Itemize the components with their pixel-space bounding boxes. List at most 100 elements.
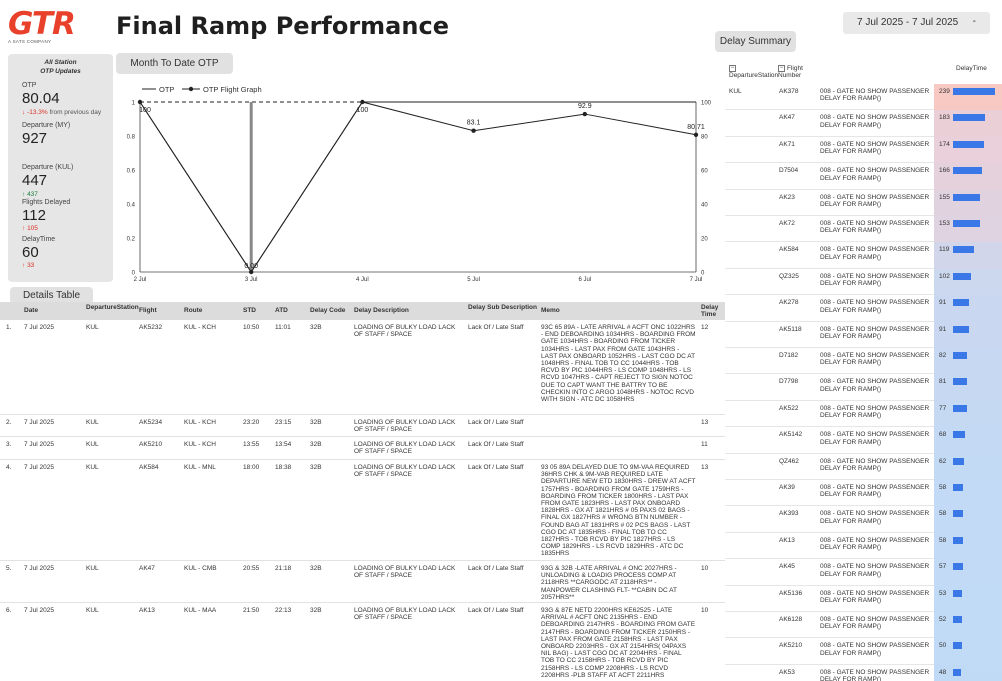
date-header[interactable]: Date bbox=[24, 307, 39, 314]
date-cell: 7 Jul 2025 bbox=[24, 565, 54, 572]
summary-delay-cell: 174 bbox=[934, 136, 1002, 164]
summary-delay-cell: 58 bbox=[934, 506, 1002, 533]
summary-row[interactable]: D7504 008 - GATE NO SHOW PASSENGER DELAY … bbox=[725, 163, 1002, 190]
delay-time-header[interactable]: Delay Time bbox=[701, 304, 719, 318]
summary-reason-cell: 008 - GATE NO SHOW PASSENGER DELAY FOR R… bbox=[820, 325, 930, 340]
std-header[interactable]: STD bbox=[243, 307, 256, 314]
summary-row[interactable]: AK5210 008 - GATE NO SHOW PASSENGER DELAY… bbox=[725, 638, 1002, 665]
delay-time-value: 60 bbox=[22, 244, 39, 261]
delay-description-cell: LOADING OF BULKY LOAD LACK OF STAFF / SP… bbox=[354, 607, 456, 622]
summary-row[interactable]: AK522 008 - GATE NO SHOW PASSENGER DELAY … bbox=[725, 400, 1002, 428]
summary-row[interactable]: AK47 008 - GATE NO SHOW PASSENGER DELAY F… bbox=[725, 110, 1002, 137]
summary-flight-cell: AK378 bbox=[779, 88, 799, 95]
summary-row[interactable]: AK53 008 - GATE NO SHOW PASSENGER DELAY F… bbox=[725, 664, 1002, 681]
departure-station-header[interactable]: DepartureStation bbox=[86, 304, 139, 311]
station-cell: KUL bbox=[86, 464, 99, 471]
summary-delay-bar bbox=[953, 246, 974, 254]
summary-row[interactable]: AK393 008 - GATE NO SHOW PASSENGER DELAY … bbox=[725, 506, 1002, 533]
departure-kul-delta-value: 437 bbox=[27, 191, 38, 198]
delay-code-header[interactable]: Delay Code bbox=[310, 307, 346, 314]
summary-row[interactable]: D7798 008 - GATE NO SHOW PASSENGER DELAY … bbox=[725, 374, 1002, 401]
month-to-date-otp-button[interactable]: Month To Date OTP bbox=[116, 53, 233, 74]
summary-row[interactable]: AK39 008 - GATE NO SHOW PASSENGER DELAY F… bbox=[725, 480, 1002, 507]
table-row[interactable]: 3. 7 Jul 2025 KUL AK5210 KUL - KCH 13:55 13:54… bbox=[0, 437, 725, 460]
table-row[interactable]: 4. 7 Jul 2025 KUL AK584 KUL - MNL 18:00 18:38 3… bbox=[0, 460, 725, 561]
summary-row[interactable]: AK584 008 - GATE NO SHOW PASSENGER DELAY … bbox=[725, 242, 1002, 269]
summary-flight-cell: AK72 bbox=[779, 220, 795, 227]
table-row[interactable]: 2. 7 Jul 2025 KUL AK5234 KUL - KCH 23:20 23:15… bbox=[0, 415, 725, 437]
summary-row[interactable]: QZ462 008 - GATE NO SHOW PASSENGER DELAY … bbox=[725, 453, 1002, 480]
departure-kul-delta: ↑ 437 bbox=[22, 191, 38, 198]
summary-row[interactable]: D7182 008 - GATE NO SHOW PASSENGER DELAY … bbox=[725, 348, 1002, 375]
station-column-header[interactable]: −DepartureStation bbox=[729, 65, 779, 79]
flight-graph-point bbox=[137, 99, 143, 105]
gtr-logo: GTR A SATS COMPANY bbox=[6, 6, 92, 44]
delay-time-delta-value: 33 bbox=[27, 262, 35, 269]
x-tick-label: 5 Jul bbox=[467, 277, 480, 283]
summary-reason-cell: 008 - GATE NO SHOW PASSENGER DELAY FOR R… bbox=[820, 510, 930, 525]
flight-graph-point bbox=[360, 99, 365, 105]
route-header[interactable]: Route bbox=[184, 307, 203, 314]
details-table-button[interactable]: Details Table bbox=[10, 287, 93, 304]
delay-column-header[interactable]: DelayTime bbox=[956, 65, 987, 72]
summary-row[interactable]: AK5136 008 - GATE NO SHOW PASSENGER DELAY… bbox=[725, 585, 1002, 612]
summary-delay-cell: 58 bbox=[934, 480, 1002, 507]
summary-station-cell: KUL bbox=[729, 88, 742, 95]
flight-header[interactable]: Flight bbox=[139, 307, 157, 314]
memo-header[interactable]: Memo bbox=[541, 307, 560, 314]
summary-delay-value: 166 bbox=[939, 167, 950, 175]
summary-delay-cell: 91 bbox=[934, 321, 1002, 348]
summary-flight-cell: AK45 bbox=[779, 563, 795, 571]
summary-delay-value: 62 bbox=[939, 457, 947, 465]
summary-row[interactable]: AK13 008 - GATE NO SHOW PASSENGER DELAY F… bbox=[725, 532, 1002, 560]
summary-row[interactable]: KUL AK378 008 - GATE NO SHOW PASSENGER DEL… bbox=[725, 84, 1002, 111]
summary-delay-value: 239 bbox=[939, 88, 950, 95]
summary-flight-cell: QZ462 bbox=[779, 457, 799, 465]
y-right-tick-label: 40 bbox=[701, 203, 708, 209]
summary-row[interactable]: AK23 008 - GATE NO SHOW PASSENGER DELAY F… bbox=[725, 189, 1002, 216]
summary-flight-cell: AK13 bbox=[779, 536, 795, 544]
flight-column-header[interactable]: − Flight Number bbox=[778, 65, 818, 79]
date-range-picker[interactable]: 7 Jul 2025 - 7 Jul 2025 - bbox=[843, 12, 990, 34]
station-otp-panel: All Station OTP Updates OTP 80.04 ↓ -13.3… bbox=[8, 54, 113, 282]
up-arrow-icon: ↑ bbox=[22, 225, 26, 232]
flight-column-label: Flight Number bbox=[778, 65, 803, 79]
summary-delay-cell: 81 bbox=[934, 374, 1002, 401]
atd-cell: 21:18 bbox=[275, 565, 292, 572]
summary-row[interactable]: QZ325 008 - GATE NO SHOW PASSENGER DELAY … bbox=[725, 268, 1002, 296]
atd-header[interactable]: ATD bbox=[275, 307, 288, 314]
collapse-icon[interactable]: − bbox=[778, 65, 785, 72]
delay-sub-description-cell: Lack Of / Late Staff bbox=[468, 565, 524, 572]
summary-row[interactable]: AK72 008 - GATE NO SHOW PASSENGER DELAY F… bbox=[725, 216, 1002, 243]
departure-kul-label: Departure (KUL) bbox=[22, 164, 74, 171]
summary-flight-cell: AK522 bbox=[779, 404, 799, 412]
delay-description-header[interactable]: Delay Description bbox=[354, 307, 409, 314]
atd-cell: 13:54 bbox=[275, 441, 292, 448]
summary-row[interactable]: AK6128 008 - GATE NO SHOW PASSENGER DELAY… bbox=[725, 612, 1002, 639]
summary-row[interactable]: AK278 008 - GATE NO SHOW PASSENGER DELAY … bbox=[725, 295, 1002, 322]
summary-row[interactable]: AK5142 008 - GATE NO SHOW PASSENGER DELAY… bbox=[725, 427, 1002, 454]
delay-sub-description-header[interactable]: Delay Sub Description bbox=[468, 304, 537, 311]
date-cell: 7 Jul 2025 bbox=[24, 324, 54, 331]
up-arrow-icon: ↑ bbox=[22, 262, 26, 269]
table-row[interactable]: 5. 7 Jul 2025 KUL AK47 KUL - CMB 20:55 21:18 32… bbox=[0, 561, 725, 603]
summary-reason-cell: 008 - GATE NO SHOW PASSENGER DELAY FOR R… bbox=[820, 272, 930, 288]
summary-row[interactable]: AK5118 008 - GATE NO SHOW PASSENGER DELAY… bbox=[725, 321, 1002, 348]
summary-reason-cell: 008 - GATE NO SHOW PASSENGER DELAY FOR R… bbox=[820, 193, 930, 208]
dropdown-caret-icon: - bbox=[972, 16, 976, 27]
summary-reason-cell: 008 - GATE NO SHOW PASSENGER DELAY FOR R… bbox=[820, 114, 930, 129]
flights-delayed-label: Flights Delayed bbox=[22, 199, 71, 206]
summary-reason-cell: 008 - GATE NO SHOW PASSENGER DELAY FOR R… bbox=[820, 246, 930, 261]
delay-sub-description-cell: Lack Of / Late Staff bbox=[468, 419, 524, 426]
delay-summary-button[interactable]: Delay Summary bbox=[715, 31, 796, 52]
summary-delay-value: 91 bbox=[939, 299, 947, 307]
summary-row[interactable]: AK71 008 - GATE NO SHOW PASSENGER DELAY F… bbox=[725, 136, 1002, 164]
details-table-header: Date DepartureStation Flight Route STD ATD Del… bbox=[0, 302, 725, 320]
table-row[interactable]: 6. 7 Jul 2025 KUL AK13 KUL - MAA 21:50 22:13 32… bbox=[0, 603, 725, 681]
row-number: 6. bbox=[6, 607, 12, 614]
delay-code-cell: 32B bbox=[310, 607, 322, 614]
collapse-icon[interactable]: − bbox=[729, 65, 736, 72]
summary-row[interactable]: AK45 008 - GATE NO SHOW PASSENGER DELAY F… bbox=[725, 559, 1002, 586]
delay-sub-description-cell: Lack Of / Late Staff bbox=[468, 607, 524, 614]
table-row[interactable]: 1. 7 Jul 2025 KUL AK5232 KUL - KCH 10:50 11:01… bbox=[0, 320, 725, 415]
